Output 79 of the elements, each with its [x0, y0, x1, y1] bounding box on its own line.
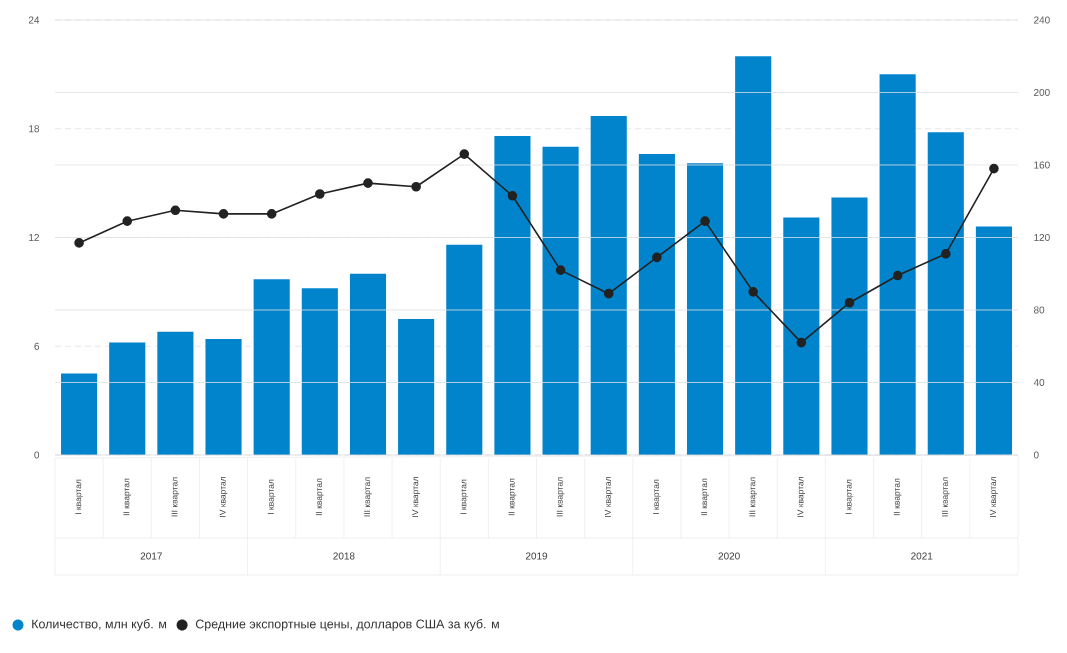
bar — [542, 146, 579, 455]
text: 2021 — [911, 552, 933, 560]
y-tick-label: 18 — [29, 125, 40, 133]
y2-tick-label: 200 — [1034, 88, 1050, 97]
text: 2019 — [525, 552, 548, 560]
x-tick-label: II квартал — [893, 478, 902, 516]
x-tick-label: I квартал — [460, 479, 469, 514]
bar — [446, 244, 483, 455]
y2-tick-label: 160 — [1034, 161, 1050, 169]
point — [218, 209, 229, 219]
bar — [735, 56, 772, 455]
legend-label: Количество, млн куб. м — [32, 619, 167, 631]
y2-tick-label: 80 — [1033, 306, 1045, 314]
point — [74, 238, 84, 248]
x-tick-label: I квартал — [845, 479, 854, 514]
bar — [494, 135, 531, 455]
x-tick-label: IV квартал — [412, 477, 420, 517]
x-tick-label: II квартал — [701, 478, 709, 516]
bar — [109, 342, 146, 455]
point — [940, 248, 951, 259]
bar — [879, 74, 916, 455]
bar — [253, 279, 290, 455]
point — [266, 209, 277, 219]
bar — [927, 132, 964, 455]
point — [700, 216, 710, 226]
point — [892, 270, 903, 281]
bar — [205, 338, 242, 455]
y-tick-label: 24 — [28, 16, 40, 24]
x-tick-label: III квартал — [364, 477, 372, 517]
point — [748, 287, 758, 297]
x-tick-label: II квартал — [316, 478, 324, 516]
x-tick-label: IV квартал — [219, 477, 228, 517]
y2-tick-label: 240 — [1034, 16, 1050, 24]
y2-tick-label: 40 — [1033, 378, 1045, 387]
x-tick-label: III квартал — [941, 477, 950, 517]
x-tick-label: III квартал — [171, 477, 180, 517]
text: 2018 — [333, 552, 355, 560]
point — [603, 288, 614, 299]
bar — [686, 163, 724, 455]
x-tick-label: I квартал — [267, 479, 276, 514]
y2-tick-label: 120 — [1034, 233, 1050, 242]
legend-label: Средние экспортные цены, долларов США за куб. м — [195, 619, 499, 631]
bar — [590, 116, 627, 455]
x-tick-label: IV квартал — [604, 477, 613, 517]
bar — [638, 154, 675, 455]
point — [170, 205, 181, 216]
point — [363, 178, 373, 188]
y2-tick-label: 0 — [1033, 451, 1039, 459]
bar — [349, 273, 387, 455]
x-tick-label: II квартал — [123, 478, 132, 516]
point — [411, 181, 421, 192]
bar — [61, 373, 98, 455]
bar — [398, 319, 435, 455]
bar — [157, 331, 194, 455]
point — [989, 163, 999, 174]
y-tick-label: 6 — [34, 342, 40, 350]
x-tick-label: I квартал — [75, 479, 83, 514]
x-tick-label: II квартал — [508, 478, 517, 516]
y-tick-label: 0 — [34, 451, 40, 459]
point — [507, 191, 518, 201]
text: 2017 — [140, 552, 162, 560]
x-tick-label: III квартал — [749, 477, 757, 517]
x-tick-label: IV квартал — [990, 477, 998, 517]
point — [459, 149, 470, 159]
bar — [783, 217, 820, 455]
bar — [975, 226, 1012, 455]
x-tick-label: III квартал — [556, 477, 565, 517]
y-tick-label: 12 — [29, 234, 39, 241]
bar — [831, 197, 868, 455]
text: 2020 — [718, 552, 740, 560]
bar — [301, 288, 338, 455]
point — [796, 337, 807, 348]
x-tick-label: I квартал — [653, 479, 661, 514]
point — [555, 265, 566, 275]
x-tick-label: IV квартал — [797, 477, 806, 517]
point — [844, 297, 855, 308]
point — [652, 252, 662, 263]
point — [122, 216, 133, 226]
point — [315, 189, 325, 199]
